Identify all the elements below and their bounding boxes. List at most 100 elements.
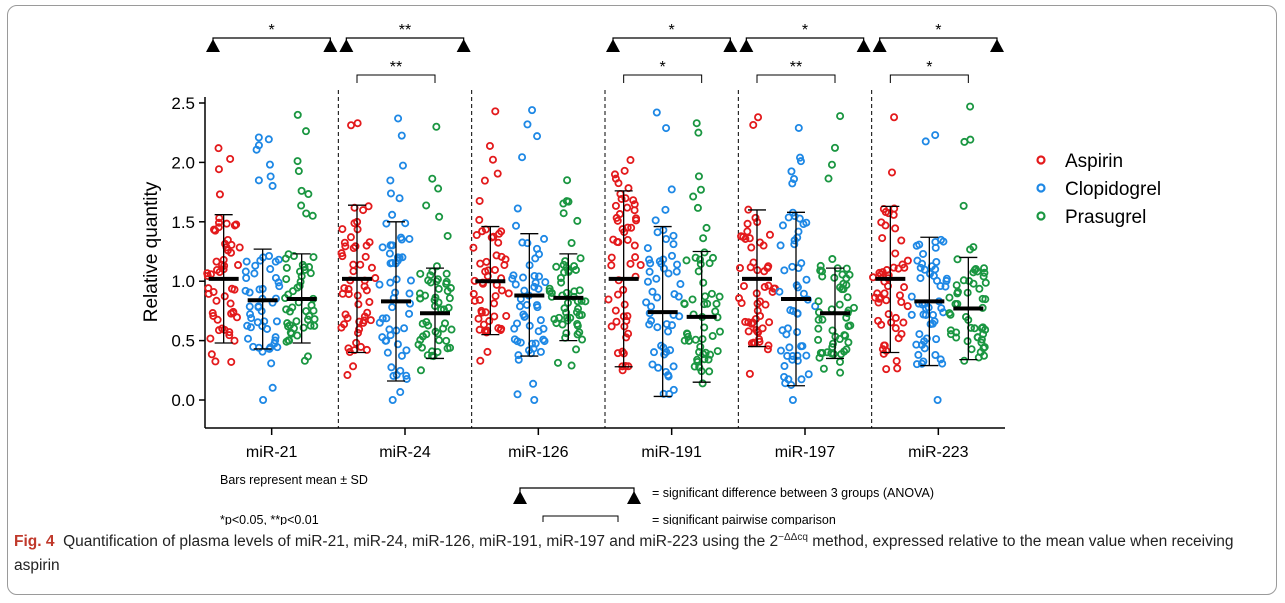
data-point xyxy=(739,282,748,291)
data-point xyxy=(884,310,893,319)
pairwise-significance: * xyxy=(926,59,932,76)
data-point xyxy=(617,194,626,203)
data-point xyxy=(646,259,655,268)
data-point xyxy=(869,273,878,282)
data-point xyxy=(382,314,391,323)
data-point xyxy=(894,334,903,343)
data-point xyxy=(694,128,703,137)
data-point xyxy=(743,227,752,236)
data-point xyxy=(966,245,975,254)
key-anova-bracket xyxy=(519,487,635,502)
data-point xyxy=(445,294,454,303)
data-point xyxy=(516,302,525,311)
data-point xyxy=(814,315,823,324)
data-point xyxy=(362,241,371,250)
data-point xyxy=(691,335,700,344)
note-pvalues: *p<0.05, **p<0.01 xyxy=(220,513,319,525)
data-point xyxy=(371,274,380,283)
data-point xyxy=(793,351,802,360)
data-point xyxy=(359,318,368,327)
data-point xyxy=(512,221,521,230)
data-point xyxy=(259,395,268,404)
data-point xyxy=(840,331,849,340)
data-point xyxy=(696,185,705,194)
data-point xyxy=(973,333,982,342)
data-point xyxy=(346,233,355,242)
x-tick-label: miR-191 xyxy=(641,444,702,461)
data-point xyxy=(611,306,620,315)
data-point xyxy=(802,275,811,284)
data-point xyxy=(417,343,426,352)
data-point xyxy=(514,355,523,364)
data-point xyxy=(214,218,223,227)
data-point xyxy=(643,244,652,253)
data-point xyxy=(827,160,836,169)
data-point xyxy=(286,328,295,337)
anova-significance: ** xyxy=(399,22,411,39)
data-point xyxy=(929,271,938,280)
data-point xyxy=(209,311,218,320)
data-point xyxy=(349,267,358,276)
data-point xyxy=(475,295,484,304)
data-point xyxy=(630,200,639,209)
data-point xyxy=(422,201,431,210)
data-point xyxy=(614,238,623,247)
data-point xyxy=(969,268,978,277)
data-point xyxy=(790,236,799,245)
data-point xyxy=(642,298,651,307)
data-point xyxy=(223,246,232,255)
data-point xyxy=(839,285,848,294)
data-point xyxy=(441,319,450,328)
data-point xyxy=(416,269,425,278)
data-point xyxy=(745,369,754,378)
pairwise-significance: ** xyxy=(390,59,402,76)
data-point xyxy=(780,362,789,371)
data-point xyxy=(778,221,787,230)
data-point xyxy=(523,120,532,129)
data-point xyxy=(797,375,806,384)
data-point xyxy=(952,281,961,290)
data-point xyxy=(980,268,989,277)
data-point xyxy=(620,300,629,309)
data-point xyxy=(354,300,363,309)
data-point xyxy=(509,271,518,280)
data-point xyxy=(835,300,844,309)
data-point xyxy=(903,302,912,311)
data-point xyxy=(754,328,763,337)
data-point xyxy=(882,365,891,374)
data-point xyxy=(648,360,657,369)
data-point xyxy=(475,215,484,224)
data-point xyxy=(667,251,676,260)
data-point xyxy=(402,371,411,380)
data-point xyxy=(444,303,453,312)
data-point xyxy=(936,235,945,244)
data-point xyxy=(823,348,832,357)
data-point xyxy=(887,318,896,327)
data-point xyxy=(567,361,576,370)
data-point xyxy=(480,176,489,185)
data-point xyxy=(250,269,259,278)
data-point xyxy=(443,287,452,296)
data-point xyxy=(877,218,886,227)
data-point xyxy=(405,234,414,243)
data-point xyxy=(530,282,539,291)
data-point xyxy=(877,320,886,329)
data-point xyxy=(485,141,494,150)
data-point xyxy=(337,249,346,258)
data-point xyxy=(443,231,452,240)
data-point xyxy=(945,293,954,302)
data-point xyxy=(481,308,490,317)
data-point xyxy=(953,289,962,298)
data-point xyxy=(713,347,722,356)
data-point xyxy=(623,203,632,212)
data-point xyxy=(446,343,455,352)
data-point xyxy=(577,310,586,319)
note-bars: Bars represent mean ± SD xyxy=(220,473,368,487)
data-point xyxy=(636,261,645,270)
data-point xyxy=(497,286,506,295)
data-point xyxy=(340,320,349,329)
data-point xyxy=(688,295,697,304)
data-point xyxy=(704,355,713,364)
data-point xyxy=(699,278,708,287)
data-point xyxy=(795,153,804,162)
